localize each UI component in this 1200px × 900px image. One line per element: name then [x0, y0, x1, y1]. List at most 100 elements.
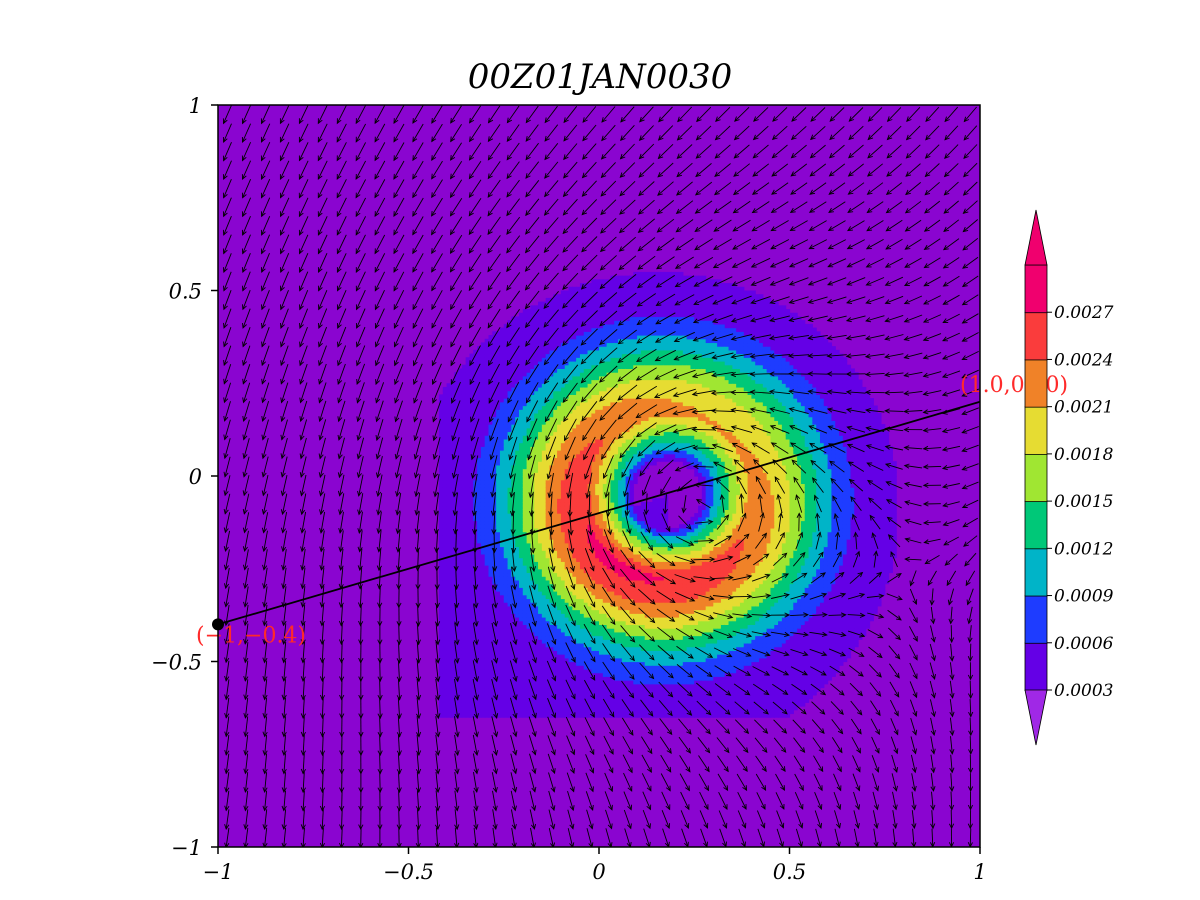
field-cell — [557, 383, 562, 388]
field-cell — [511, 364, 516, 370]
field-cell — [576, 487, 581, 492]
field-cell — [496, 635, 501, 640]
field-cell — [591, 297, 596, 303]
field-cell — [610, 524, 615, 529]
field-cell — [450, 524, 455, 529]
field-cell — [488, 375, 493, 381]
field-cell — [579, 550, 585, 555]
field-cell — [484, 527, 490, 533]
field-cell — [549, 364, 554, 370]
field-cell — [480, 386, 486, 392]
field-cell — [461, 394, 467, 399]
field-cell — [488, 587, 493, 592]
field-cell — [564, 620, 570, 625]
field-cell — [568, 691, 573, 696]
field-cell — [587, 349, 592, 355]
field-cell — [538, 654, 543, 659]
field-cell — [511, 394, 516, 399]
field-cell — [595, 654, 600, 659]
field-cell — [507, 375, 512, 381]
field-cell — [446, 494, 452, 499]
field-cell — [484, 516, 490, 522]
field-cell — [579, 706, 585, 711]
field-cell — [442, 524, 448, 529]
field-cell — [557, 702, 562, 707]
field-cell — [541, 379, 547, 384]
field-cell — [587, 286, 592, 292]
field-cell — [541, 661, 547, 666]
field-cell — [450, 394, 455, 399]
field-cell — [568, 375, 573, 381]
field-cell — [507, 405, 512, 410]
field-cell — [553, 680, 558, 685]
field-cell — [515, 642, 520, 648]
field-cell — [606, 286, 612, 292]
field-cell — [503, 357, 509, 362]
field-cell — [568, 672, 573, 677]
field-cell — [518, 587, 524, 592]
field-cell — [503, 583, 509, 588]
field-cell — [530, 609, 535, 614]
field-cell — [553, 631, 558, 637]
field-cell — [450, 386, 455, 392]
field-cell — [587, 550, 592, 555]
field-cell — [473, 416, 478, 421]
field-cell — [545, 316, 551, 321]
field-cell — [511, 349, 516, 355]
field-cell — [591, 594, 596, 600]
field-cell — [484, 524, 490, 529]
field-cell — [530, 702, 535, 707]
field-cell — [484, 498, 490, 503]
field-cell — [458, 398, 463, 403]
field-cell — [553, 338, 558, 344]
field-cell — [492, 524, 497, 529]
field-cell — [454, 405, 459, 410]
field-cell — [549, 431, 554, 436]
field-cell — [560, 646, 566, 651]
field-cell — [465, 691, 471, 696]
field-cell — [549, 368, 554, 373]
field-cell — [496, 464, 501, 470]
field-cell — [484, 646, 490, 651]
field-cell — [480, 553, 486, 559]
field-cell — [442, 461, 448, 466]
field-cell — [461, 687, 467, 692]
field-cell — [564, 702, 570, 707]
field-cell — [541, 657, 547, 663]
field-cell — [499, 542, 505, 548]
field-cell — [477, 483, 482, 488]
field-cell — [477, 587, 482, 592]
field-cell — [511, 683, 516, 689]
field-cell — [541, 646, 547, 651]
field-cell — [503, 364, 509, 370]
field-cell — [461, 568, 467, 574]
field-cell — [503, 687, 509, 692]
field-cell — [511, 386, 516, 392]
field-cell — [602, 312, 608, 318]
field-cell — [522, 583, 528, 588]
field-cell — [610, 342, 615, 347]
field-cell — [450, 409, 455, 414]
field-cell — [454, 591, 459, 596]
field-cell — [587, 346, 592, 351]
field-cell — [534, 505, 539, 510]
field-cell — [599, 631, 604, 637]
field-cell — [553, 594, 558, 600]
field-cell — [518, 579, 524, 585]
field-cell — [560, 401, 566, 407]
field-cell — [606, 476, 612, 481]
field-cell — [599, 438, 604, 444]
field-cell — [534, 591, 539, 596]
field-cell — [458, 594, 463, 600]
field-cell — [591, 698, 596, 703]
field-cell — [526, 331, 532, 336]
field-cell — [480, 464, 486, 470]
field-cell — [545, 661, 551, 666]
field-cell — [526, 442, 532, 447]
field-cell — [557, 539, 562, 544]
field-cell — [484, 657, 490, 663]
field-cell — [526, 698, 532, 703]
field-cell — [496, 412, 501, 418]
field-cell — [538, 353, 543, 358]
field-cell — [496, 579, 501, 585]
